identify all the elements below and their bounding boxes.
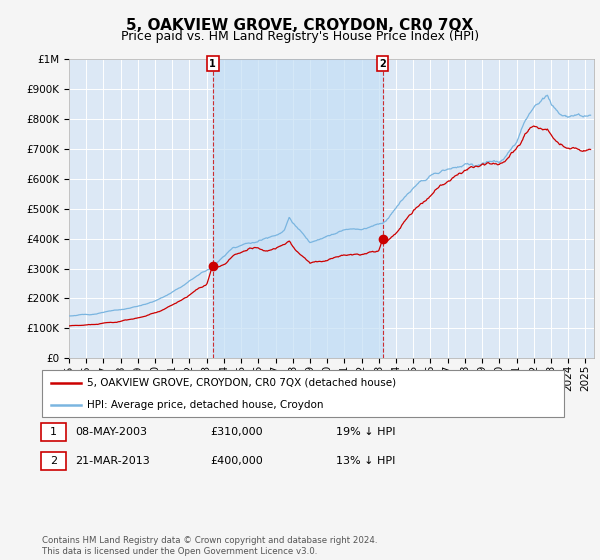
Text: 2: 2 (50, 456, 57, 466)
Text: 21-MAR-2013: 21-MAR-2013 (75, 456, 150, 466)
Text: Price paid vs. HM Land Registry's House Price Index (HPI): Price paid vs. HM Land Registry's House … (121, 30, 479, 43)
Text: 1: 1 (50, 427, 57, 437)
Text: 19% ↓ HPI: 19% ↓ HPI (336, 427, 395, 437)
Text: 5, OAKVIEW GROVE, CROYDON, CR0 7QX: 5, OAKVIEW GROVE, CROYDON, CR0 7QX (127, 18, 473, 33)
Text: HPI: Average price, detached house, Croydon: HPI: Average price, detached house, Croy… (87, 400, 323, 410)
Text: 1: 1 (209, 59, 216, 69)
Text: Contains HM Land Registry data © Crown copyright and database right 2024.
This d: Contains HM Land Registry data © Crown c… (42, 536, 377, 556)
Text: £400,000: £400,000 (210, 456, 263, 466)
Bar (213, 59, 383, 358)
Text: 2: 2 (379, 59, 386, 69)
Text: 13% ↓ HPI: 13% ↓ HPI (336, 456, 395, 466)
Text: 08-MAY-2003: 08-MAY-2003 (75, 427, 147, 437)
Text: 5, OAKVIEW GROVE, CROYDON, CR0 7QX (detached house): 5, OAKVIEW GROVE, CROYDON, CR0 7QX (deta… (87, 378, 396, 388)
Text: £310,000: £310,000 (210, 427, 263, 437)
